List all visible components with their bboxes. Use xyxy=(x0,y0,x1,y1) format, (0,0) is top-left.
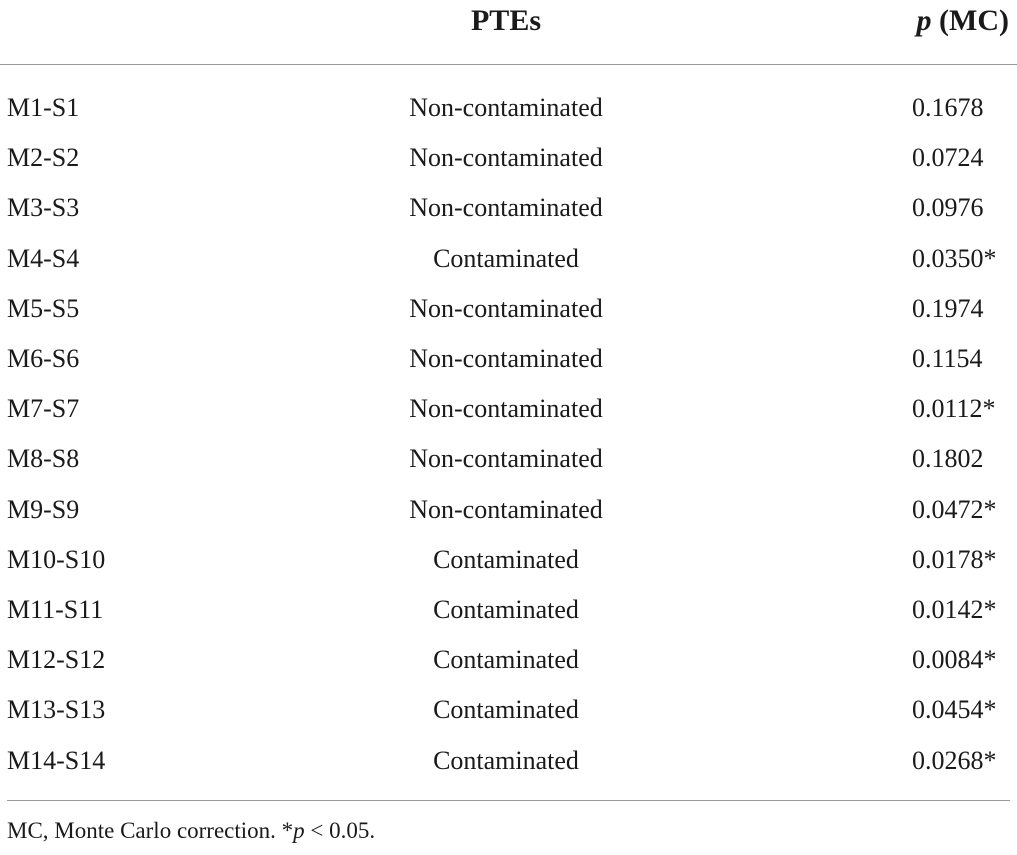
cell-p-value: 0.1802 xyxy=(912,444,984,474)
cell-p-value: 0.1678 xyxy=(912,93,984,123)
table-row: M13-S13 Contaminated 0.0454* xyxy=(0,685,1017,735)
cell-sample: M1-S1 xyxy=(7,93,80,123)
cell-ptes: Non-contaminated xyxy=(409,394,603,424)
table-footnote: MC, Monte Carlo correction. *p < 0.05. xyxy=(7,815,375,847)
cell-p-value: 0.0976 xyxy=(912,193,984,223)
cell-p-value: 0.0454* xyxy=(912,695,997,725)
cell-ptes: Contaminated xyxy=(433,645,579,675)
cell-p-value: 0.0472* xyxy=(912,494,997,524)
cell-p-value: 0.0268* xyxy=(912,745,997,775)
cell-p-value: 0.0724 xyxy=(912,143,984,173)
footnote-p-symbol: p xyxy=(293,818,305,843)
cell-ptes: Non-contaminated xyxy=(409,444,603,474)
cell-p-value: 0.0142* xyxy=(912,594,997,624)
cell-ptes: Contaminated xyxy=(433,695,579,725)
cell-sample: M7-S7 xyxy=(7,394,80,424)
table-header-row: PTEs p (MC) xyxy=(0,0,1017,65)
footnote-text-after: < 0.05. xyxy=(304,818,376,843)
cell-ptes: Contaminated xyxy=(433,544,579,574)
table-row: M1-S1 Non-contaminated 0.1678 xyxy=(0,65,1017,134)
cell-sample: M13-S13 xyxy=(7,695,106,725)
table-row: M8-S8 Non-contaminated 0.1802 xyxy=(0,434,1017,484)
cell-sample: M11-S11 xyxy=(7,594,104,624)
table-row: M9-S9 Non-contaminated 0.0472* xyxy=(0,485,1017,535)
cell-ptes: Contaminated xyxy=(433,745,579,775)
header-p-symbol: p xyxy=(916,4,932,37)
table-row: M5-S5 Non-contaminated 0.1974 xyxy=(0,284,1017,334)
cell-ptes: Non-contaminated xyxy=(409,293,603,323)
cell-p-value: 0.0112* xyxy=(912,394,996,424)
cell-sample: M5-S5 xyxy=(7,293,80,323)
results-table-container: PTEs p (MC) M1-S1 Non-contaminated 0.1678 M… xyxy=(0,0,1017,800)
cell-sample: M10-S10 xyxy=(7,544,106,574)
cell-sample: M12-S12 xyxy=(7,645,106,675)
table-row: M14-S14 Contaminated 0.0268* xyxy=(0,735,1017,799)
table-row: M4-S4 Contaminated 0.0350* xyxy=(0,234,1017,284)
table-row: M6-S6 Non-contaminated 0.1154 xyxy=(0,334,1017,384)
results-table: PTEs p (MC) M1-S1 Non-contaminated 0.1678 M… xyxy=(0,0,1017,800)
cell-p-value: 0.1974 xyxy=(912,293,984,323)
cell-sample: M4-S4 xyxy=(7,243,80,273)
cell-ptes: Contaminated xyxy=(433,594,579,624)
table-row: M7-S7 Non-contaminated 0.0112* xyxy=(0,384,1017,434)
cell-ptes: Non-contaminated xyxy=(409,193,603,223)
header-p-mc: p (MC) xyxy=(712,0,1017,65)
table-body: M1-S1 Non-contaminated 0.1678 M2-S2 Non-cont… xyxy=(0,65,1017,800)
cell-p-value: 0.1154 xyxy=(912,344,983,374)
footnote-text-before: MC, Monte Carlo correction. * xyxy=(7,818,294,843)
table-row: M10-S10 Contaminated 0.0178* xyxy=(0,535,1017,585)
table-row: M2-S2 Non-contaminated 0.0724 xyxy=(0,133,1017,183)
table-row: M12-S12 Contaminated 0.0084* xyxy=(0,635,1017,685)
header-sample xyxy=(0,0,300,65)
cell-sample: M8-S8 xyxy=(7,444,80,474)
cell-sample: M9-S9 xyxy=(7,494,80,524)
cell-sample: M3-S3 xyxy=(7,193,80,223)
header-p-suffix: (MC) xyxy=(931,4,1009,37)
cell-p-value: 0.0178* xyxy=(912,544,997,574)
cell-ptes: Contaminated xyxy=(433,243,579,273)
table-bottom-rule xyxy=(7,800,1010,801)
cell-ptes: Non-contaminated xyxy=(409,93,603,123)
cell-sample: M6-S6 xyxy=(7,344,80,374)
cell-ptes: Non-contaminated xyxy=(409,494,603,524)
cell-ptes: Non-contaminated xyxy=(409,344,603,374)
cell-ptes: Non-contaminated xyxy=(409,143,603,173)
table-row: M3-S3 Non-contaminated 0.0976 xyxy=(0,183,1017,233)
cell-sample: M2-S2 xyxy=(7,143,80,173)
header-ptes: PTEs xyxy=(300,0,712,65)
cell-p-value: 0.0350* xyxy=(912,243,997,273)
cell-sample: M14-S14 xyxy=(7,745,106,775)
cell-p-value: 0.0084* xyxy=(912,645,997,675)
table-row: M11-S11 Contaminated 0.0142* xyxy=(0,585,1017,635)
